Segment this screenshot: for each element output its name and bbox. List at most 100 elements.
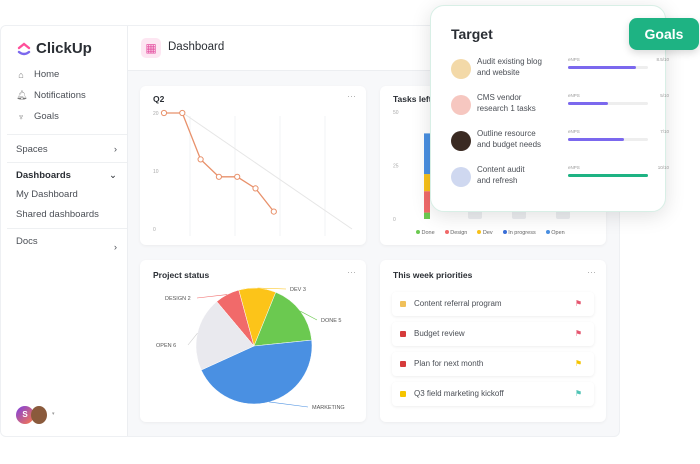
sidebar-docs[interactable]: Docs › <box>16 236 117 253</box>
avatar <box>451 131 471 151</box>
avatar <box>451 59 471 79</box>
more-icon[interactable]: ··· <box>587 267 596 277</box>
sidebar-item-notifications[interactable]: 🔔︎ Notifications <box>16 90 86 101</box>
project-status-card: Project status ··· DESIGN 2 DEV 3 DONE 5 MA… <box>140 260 366 422</box>
flag-icon[interactable]: ⚑ <box>574 329 582 338</box>
sidebar-item-label: Home <box>34 69 60 80</box>
ideal-line <box>182 112 353 230</box>
member-avatar[interactable] <box>31 406 47 424</box>
slice-label: DESIGN 2 <box>165 296 191 302</box>
dashboard-icon: ▦ <box>141 38 161 58</box>
target-title: Target <box>451 26 493 42</box>
sidebar-item-label: Shared dashboards <box>16 209 99 220</box>
series-line <box>164 112 275 213</box>
y-tick-label: 20 <box>153 111 159 117</box>
chevron-right-icon: › <box>113 144 117 155</box>
chart-legend: Done Design Dev In progress Open <box>416 230 571 236</box>
target-row[interactable]: CMS vendor research 1 tasks eNPS 5/10 <box>451 92 669 122</box>
more-icon[interactable]: ··· <box>347 267 356 277</box>
priorities-card: This week priorities ··· Content referra… <box>380 260 606 422</box>
trophy-icon: ♆ <box>17 111 25 122</box>
legend-item: Design <box>444 230 467 236</box>
bar-segment-design <box>424 191 430 213</box>
sidebar-spaces[interactable]: Spaces › <box>16 144 117 155</box>
score: 7/10 <box>660 129 669 134</box>
status-square <box>400 391 406 397</box>
data-point <box>160 109 168 117</box>
sidebar: ClickUp ⌂ Home 🔔︎ Notifications ♆ Goals Spa… <box>1 26 128 436</box>
target-name: CMS vendor research 1 tasks <box>477 93 536 113</box>
spaces-label: Spaces <box>16 144 48 155</box>
flag-icon[interactable]: ⚑ <box>574 389 582 398</box>
target-name: Audit existing blog and website <box>477 57 542 77</box>
y-tick-label: 0 <box>393 217 396 223</box>
progress-bar <box>568 174 648 177</box>
page-title: Dashboard <box>168 41 225 53</box>
priority-item[interactable]: Q3 field marketing kickoff ⚑ <box>392 382 594 406</box>
progress-bar <box>568 102 648 105</box>
goals-badge: Goals <box>629 18 699 50</box>
y-tick-label: 0 <box>153 227 156 233</box>
bar-segment-dev <box>424 174 430 192</box>
priority-label: Plan for next month <box>414 359 484 368</box>
target-name: Content audit and refresh <box>477 165 525 185</box>
card-title: Project status <box>153 270 210 280</box>
progress-fill <box>568 102 608 105</box>
metric-label: eNPS <box>568 165 580 170</box>
priority-item[interactable]: Content referral program ⚑ <box>392 292 594 316</box>
data-point <box>270 208 277 215</box>
card-title: Q2 <box>153 94 165 104</box>
progress-fill <box>568 138 624 141</box>
score: 10/10 <box>657 165 669 170</box>
target-name: Outline resource and budget needs <box>477 129 542 149</box>
legend-item: Done <box>416 230 435 236</box>
bar-segment-done <box>424 212 430 219</box>
priority-label: Budget review <box>414 329 465 338</box>
y-tick-label: 10 <box>153 169 159 175</box>
label-leader <box>257 287 287 290</box>
score: 5/10 <box>660 93 669 98</box>
caret-down-icon[interactable]: ▾ <box>52 411 55 417</box>
label-leader <box>187 333 198 346</box>
more-icon[interactable]: ··· <box>347 91 356 101</box>
priority-label: Q3 field marketing kickoff <box>414 389 504 398</box>
y-tick-label: 25 <box>393 164 399 170</box>
docs-label: Docs <box>16 236 38 247</box>
label-leader <box>300 310 318 321</box>
pie-slice <box>195 301 255 371</box>
chevron-right-icon: › <box>113 242 117 253</box>
target-row[interactable]: Audit existing blog and website eNPS 8.5/… <box>451 56 669 86</box>
metric-label: eNPS <box>568 93 580 98</box>
legend-item: In progress <box>502 230 536 236</box>
legend-item: Dev <box>477 230 493 236</box>
progress-bar <box>568 138 648 141</box>
target-row[interactable]: Outline resource and budget needs eNPS 7/… <box>451 128 669 158</box>
metric-label: eNPS <box>568 129 580 134</box>
sidebar-dashboards[interactable]: Dashboards ⌄ <box>16 170 117 181</box>
clickup-logo-icon <box>17 41 31 55</box>
label-leader <box>196 294 228 299</box>
card-title: Tasks left <box>393 94 432 104</box>
avatar <box>451 95 471 115</box>
target-goals-panel: Target Audit existing blog and website eN… <box>430 5 669 212</box>
flag-icon[interactable]: ⚑ <box>574 359 582 368</box>
bell-icon: 🔔︎ <box>16 90 28 100</box>
user-avatar[interactable]: S <box>16 406 34 424</box>
sidebar-item-shared-dashboards[interactable]: Shared dashboards <box>16 209 117 220</box>
clickup-logo[interactable]: ClickUp <box>16 40 92 57</box>
score: 8.5/10 <box>656 57 669 62</box>
progress-fill <box>568 66 636 69</box>
target-row[interactable]: Content audit and refresh eNPS 10/10 <box>451 164 669 194</box>
home-icon: ⌂ <box>18 69 24 80</box>
sidebar-item-goals[interactable]: ♆ Goals <box>16 111 59 122</box>
sidebar-item-label: Notifications <box>34 90 86 101</box>
status-square <box>400 301 406 307</box>
priority-item[interactable]: Budget review ⚑ <box>392 322 594 346</box>
divider <box>7 162 127 163</box>
priority-item[interactable]: Plan for next month ⚑ <box>392 352 594 376</box>
sidebar-item-my-dashboard[interactable]: My Dashboard <box>16 189 117 200</box>
flag-icon[interactable]: ⚑ <box>574 299 582 308</box>
sidebar-item-home[interactable]: ⌂ Home <box>16 69 59 80</box>
y-tick-label: 50 <box>393 110 399 116</box>
data-point <box>252 185 259 192</box>
